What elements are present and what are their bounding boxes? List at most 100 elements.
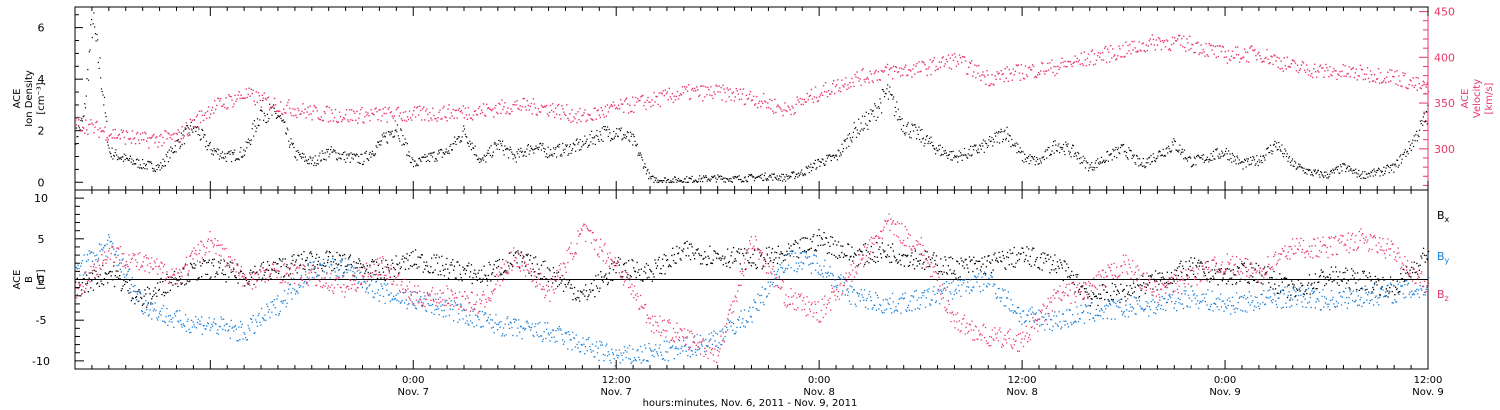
velocity-point (982, 71, 984, 73)
density-point (438, 150, 440, 152)
bx-point (891, 243, 894, 245)
bx-point (403, 261, 405, 263)
by-point (113, 254, 116, 256)
density-point (1390, 164, 1392, 166)
bx-point (1051, 264, 1053, 266)
bx-point (1300, 282, 1302, 284)
density-point (100, 88, 103, 90)
density-point (250, 143, 252, 145)
velocity-point (266, 97, 269, 99)
bx-point (406, 253, 408, 255)
velocity-axis-title: Velocity (1472, 79, 1483, 118)
bx-point (771, 248, 774, 250)
density-point (994, 132, 996, 134)
by-point (228, 329, 230, 331)
density-point (788, 175, 790, 177)
bx-point (400, 266, 402, 268)
density-point (1193, 156, 1195, 158)
density-point (1326, 173, 1329, 175)
bx-point (1093, 293, 1095, 295)
density-point (792, 171, 794, 173)
bx-point (489, 264, 491, 266)
bx-point (874, 256, 876, 258)
velocity-point (456, 117, 458, 119)
density-point (205, 140, 208, 142)
density-point (1303, 167, 1305, 169)
velocity-point (1164, 46, 1167, 48)
density-point (729, 180, 731, 182)
velocity-point (293, 115, 295, 117)
density-point (631, 133, 633, 135)
density-point (1202, 158, 1204, 160)
density-point (406, 154, 408, 156)
velocity-point (1031, 64, 1034, 66)
bx-point (577, 290, 579, 292)
velocity-point (138, 142, 141, 145)
velocity-point (1344, 65, 1346, 67)
density-point (646, 170, 648, 172)
density-point (1366, 173, 1368, 175)
velocity-point (840, 90, 842, 93)
velocity-point (841, 79, 843, 81)
bx-point (104, 272, 106, 274)
density-point (490, 145, 492, 147)
bx-point (1163, 278, 1165, 280)
density-point (736, 176, 738, 178)
density-point (82, 116, 84, 118)
velocity-point (802, 103, 804, 106)
bx-point (272, 261, 275, 263)
velocity-point (625, 98, 627, 101)
bx-point (521, 261, 523, 263)
velocity-point (917, 71, 919, 73)
bx-point (645, 272, 647, 274)
bx-point (664, 273, 666, 275)
bx-point (291, 255, 293, 257)
bx-point (765, 247, 768, 249)
density-point (370, 156, 372, 158)
density-point (1330, 170, 1332, 172)
velocity-point (1242, 56, 1244, 59)
density-point (1385, 167, 1387, 169)
bx-point (472, 277, 474, 279)
density-point (1174, 140, 1176, 142)
density-point (263, 112, 265, 114)
by-point (88, 250, 90, 252)
density-point (1199, 157, 1202, 159)
bx-point (94, 277, 96, 279)
density-point (1215, 148, 1217, 151)
density-point (1270, 150, 1272, 152)
bx-point (920, 253, 922, 255)
bx-point (1247, 281, 1250, 283)
density-point (514, 155, 516, 157)
bx-point (885, 255, 887, 258)
bx-point (1176, 269, 1178, 272)
bx-point (1302, 284, 1304, 286)
velocity-point (122, 130, 125, 132)
density-point (315, 164, 317, 167)
bx-point (522, 257, 524, 259)
velocity-point (317, 117, 319, 119)
bx-point (264, 271, 266, 273)
bx-point (414, 263, 416, 265)
bx-point (1208, 271, 1210, 274)
density-point (344, 151, 346, 153)
bx-point (283, 275, 286, 277)
bx-point (227, 262, 229, 265)
density-point (529, 150, 531, 152)
velocity-point (281, 112, 283, 115)
density-point (113, 155, 115, 157)
density-point (1291, 158, 1294, 160)
density-point (1163, 155, 1165, 157)
bx-point (270, 278, 272, 280)
by-point (198, 323, 200, 325)
density-point (1184, 157, 1186, 159)
velocity-point (676, 90, 679, 93)
by-point (115, 250, 117, 253)
density-point (952, 150, 954, 152)
velocity-point (769, 98, 771, 101)
velocity-point (541, 106, 544, 108)
velocity-point (1109, 61, 1111, 63)
density-point (1279, 149, 1281, 151)
velocity-point (1304, 71, 1307, 73)
bx-point (1422, 247, 1425, 249)
